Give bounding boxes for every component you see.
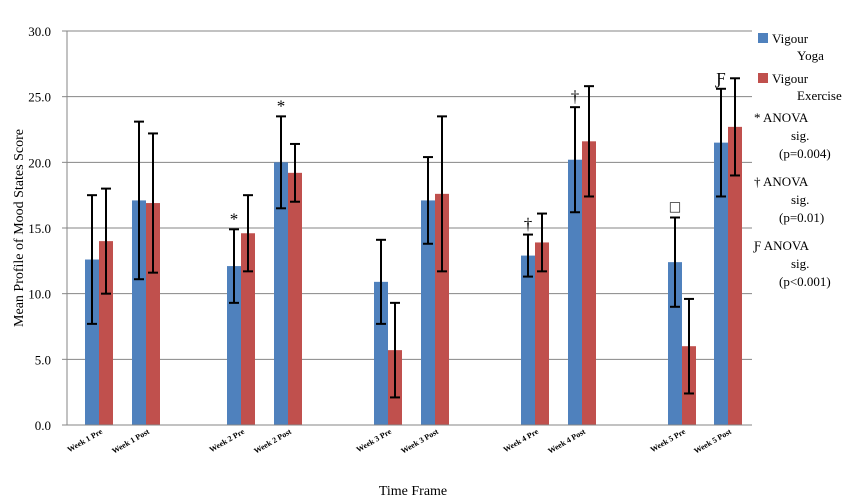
x-tick-label: Week 2 Post — [252, 427, 293, 456]
bar-exercise — [435, 193, 449, 425]
error-bars — [87, 77, 740, 399]
bar-exercise — [728, 126, 742, 425]
axes — [62, 30, 752, 426]
x-tick-label: Week 4 Post — [546, 427, 587, 456]
y-tick-label: 5.0 — [35, 352, 51, 367]
y-tick-label: 0.0 — [35, 418, 51, 433]
significance-markers: * * † † □ Ƒ — [230, 69, 726, 234]
significance-note: † ANOVA sig. (p=0.01) — [754, 174, 824, 225]
legend-label: Vigour Yoga — [772, 31, 824, 63]
bar-yoga — [421, 200, 435, 425]
bar-exercise — [241, 233, 255, 425]
y-tick-label: 20.0 — [28, 155, 51, 170]
bar-yoga — [227, 266, 241, 425]
legend-swatch — [758, 73, 768, 83]
y-tick-label: 30.0 — [28, 24, 51, 39]
x-tick-label: Week 1 Pre — [66, 427, 105, 454]
significance-marker: Ƒ — [714, 69, 725, 88]
bar-yoga — [714, 142, 728, 425]
x-tick-labels: Week 1 Pre Week 1 Post Week 2 Pre Week 2 Po… — [66, 427, 734, 456]
gridlines — [67, 30, 752, 360]
significance-note: * ANOVA sig. (p=0.004) — [754, 110, 831, 161]
significance-marker: * — [230, 209, 239, 228]
significance-notes: * ANOVA sig. (p=0.004) † ANOVA sig. (p=0.01) Ƒ… — [753, 110, 831, 289]
bar-exercise — [535, 242, 549, 425]
x-tick-label: Week 5 Post — [692, 427, 733, 456]
bar-yoga — [374, 281, 388, 425]
bar-exercise — [288, 172, 302, 425]
x-axis-title: Time Frame — [379, 484, 447, 499]
bar-exercise — [99, 241, 113, 425]
y-axis-title: Mean Profile of Mood States Score — [12, 129, 27, 327]
significance-marker: † — [524, 215, 533, 234]
bar-yoga — [132, 200, 146, 425]
significance-marker: * — [277, 96, 286, 115]
x-tick-label: Week 4 Pre — [502, 427, 541, 454]
x-tick-label: Week 1 Post — [110, 427, 151, 456]
legend: Vigour Yoga Vigour Exercise — [758, 31, 842, 103]
bar-exercise — [146, 203, 160, 425]
x-tick-label: Week 5 Pre — [649, 427, 688, 454]
significance-marker: † — [571, 87, 580, 106]
bar-yoga — [521, 255, 535, 425]
significance-note: Ƒ ANOVA sig. (p<0.001) — [753, 238, 831, 289]
y-tick-label: 10.0 — [28, 287, 51, 302]
legend-label: Vigour Exercise — [772, 71, 842, 103]
bar-exercise — [582, 141, 596, 425]
y-tick-labels: 0.0 5.0 10.0 15.0 20.0 25.0 30.0 — [28, 24, 51, 433]
significance-marker: □ — [670, 197, 680, 216]
bar-yoga — [668, 262, 682, 425]
x-tick-label: Week 2 Pre — [208, 427, 247, 454]
x-tick-label: Week 3 Post — [399, 427, 440, 456]
bar-yoga — [568, 159, 582, 425]
bars — [85, 126, 742, 426]
bar-yoga — [274, 162, 288, 426]
y-tick-label: 25.0 — [28, 90, 51, 105]
x-tick-label: Week 3 Pre — [355, 427, 394, 454]
bar-yoga — [85, 259, 99, 425]
legend-swatch — [758, 33, 768, 43]
y-tick-label: 15.0 — [28, 221, 51, 236]
